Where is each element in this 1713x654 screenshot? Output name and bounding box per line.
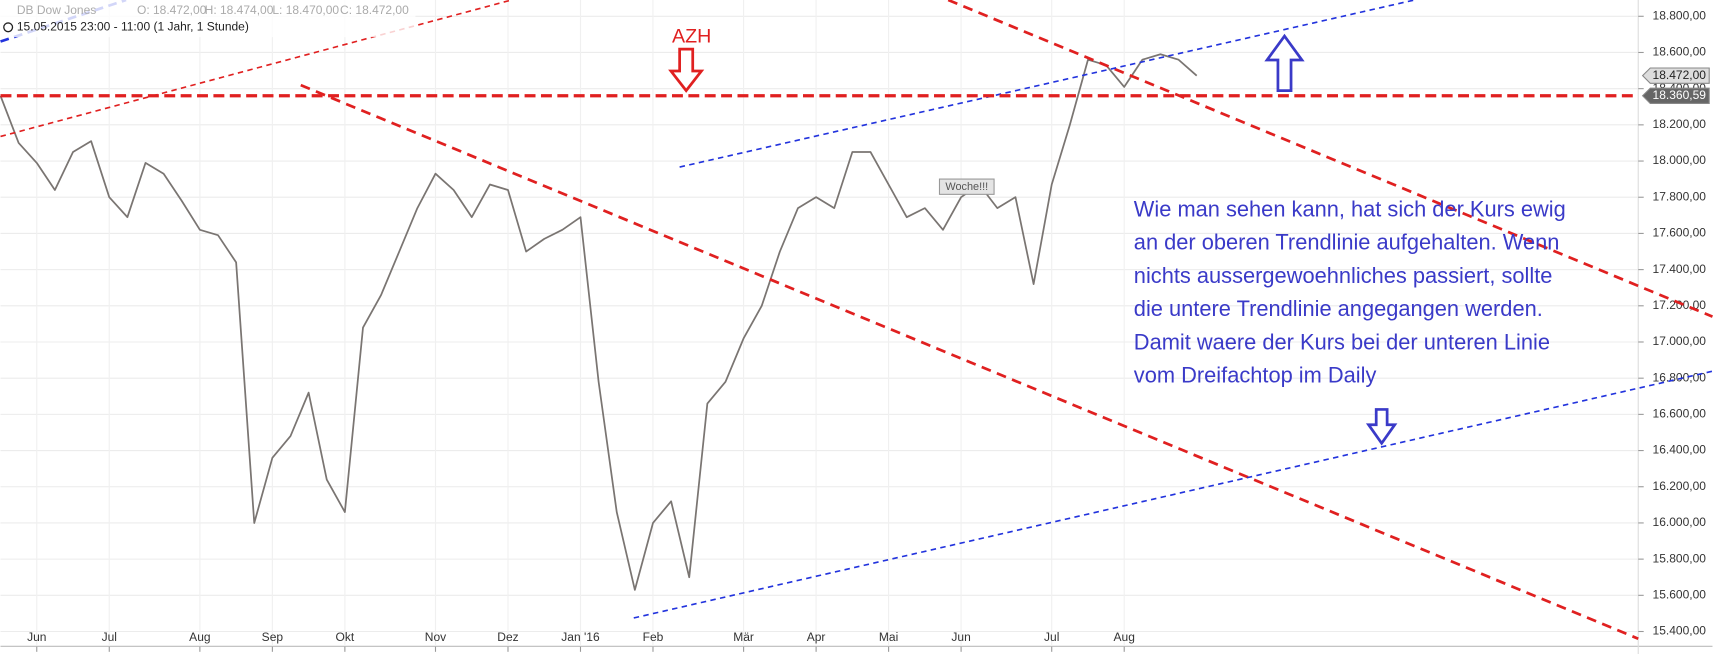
y-tick-label: 18.800,00	[1653, 8, 1707, 22]
note-line: an der oberen Trendlinie aufgehalten. We…	[1134, 230, 1560, 255]
note-line: Wie man sehen kann, hat sich der Kurs ew…	[1134, 196, 1566, 221]
trend-line	[300, 83, 1639, 640]
x-tick-label: Mai	[879, 630, 898, 644]
y-tick-label: 15.800,00	[1653, 551, 1707, 565]
note-line: vom Dreifachtop im Daily	[1134, 362, 1377, 387]
x-tick-label: Feb	[643, 630, 664, 644]
y-tick-label: 16.800,00	[1653, 370, 1707, 384]
price-marker-label: 18.360,59	[1653, 88, 1707, 102]
price-marker	[1641, 67, 1710, 84]
ohlc: O: 18.472,00H: 18.474,00L: 18.470,00 C: 1…	[137, 3, 409, 17]
x-tick-label: Nov	[425, 630, 446, 644]
instrument: DB Dow Jones	[17, 3, 96, 17]
note-line: die untere Trendlinie angegangen werden.	[1134, 296, 1543, 321]
annotation: AZH	[672, 25, 711, 47]
ohlc-value: H: 18.474,00	[205, 3, 274, 17]
y-tick-label: 18.000,00	[1653, 153, 1707, 167]
price-line	[0, 53, 1198, 591]
y-tick-label: 17.000,00	[1653, 334, 1707, 348]
badge: Woche!!!	[945, 181, 988, 193]
subtitle: 15.05.2015 23:00 - 11:00 (1 Jahr, 1 Stun…	[17, 19, 249, 33]
note-line: Damit waere der Kurs bei der unteren Lin…	[1134, 329, 1550, 354]
y-tick-label: 18.200,00	[1653, 117, 1707, 131]
y-tick-label: 17.400,00	[1653, 262, 1707, 276]
ohlc-value: L: 18.470,00	[272, 3, 339, 17]
header-bg	[0, 0, 416, 38]
trend-line	[633, 370, 1713, 619]
down-arrow	[1365, 408, 1398, 446]
trend-line	[947, 0, 1713, 318]
y-tick-label: 17.600,00	[1653, 226, 1707, 240]
y-tick-label: 16.400,00	[1653, 443, 1707, 457]
ohlc-value: C: 18.472,00	[340, 3, 409, 17]
x-tick-label: Jul	[102, 630, 117, 644]
price-marker	[1641, 87, 1710, 104]
y-tick-label: 18.600,00	[1653, 45, 1707, 59]
trend-line	[679, 0, 1415, 168]
y-tick-label: 16.200,00	[1653, 479, 1707, 493]
note-line: nichts aussergewoehnliches passiert, sol…	[1134, 263, 1553, 288]
y-tick-label: 16.600,00	[1653, 407, 1707, 421]
y-axis-area	[1638, 0, 1713, 654]
note: Wie man sehen kann, hat sich der Kurs ew…	[1134, 196, 1566, 387]
price-marker-label: 18.472,00	[1653, 68, 1707, 82]
badge-box	[938, 178, 995, 195]
down-arrow	[668, 47, 705, 93]
x-tick-label: Jul	[1044, 630, 1059, 644]
clock-icon	[3, 22, 14, 33]
x-tick-label: Okt	[336, 630, 355, 644]
ohlc-value: O: 18.472,00	[137, 3, 207, 17]
x-tick-label: Mär	[733, 630, 754, 644]
x-tick-label: Jun	[27, 630, 46, 644]
plot	[0, 53, 1198, 591]
x-tick-label: Aug	[1114, 630, 1135, 644]
x-tick-label: Sep	[262, 630, 284, 644]
y-tick-label: 15.400,00	[1653, 624, 1707, 638]
y-tick-label: 17.800,00	[1653, 189, 1707, 203]
x-tick-label: Dez	[497, 630, 518, 644]
y-tick-label: 16.000,00	[1653, 515, 1707, 529]
x-tick-label: Jun	[951, 630, 970, 644]
y-tick-label: 15.600,00	[1653, 587, 1707, 601]
x-tick-label: Aug	[189, 630, 210, 644]
x-tick-label: Apr	[807, 630, 826, 644]
x-tick-label: Jan '16	[561, 630, 600, 644]
up-arrow	[1264, 33, 1305, 92]
